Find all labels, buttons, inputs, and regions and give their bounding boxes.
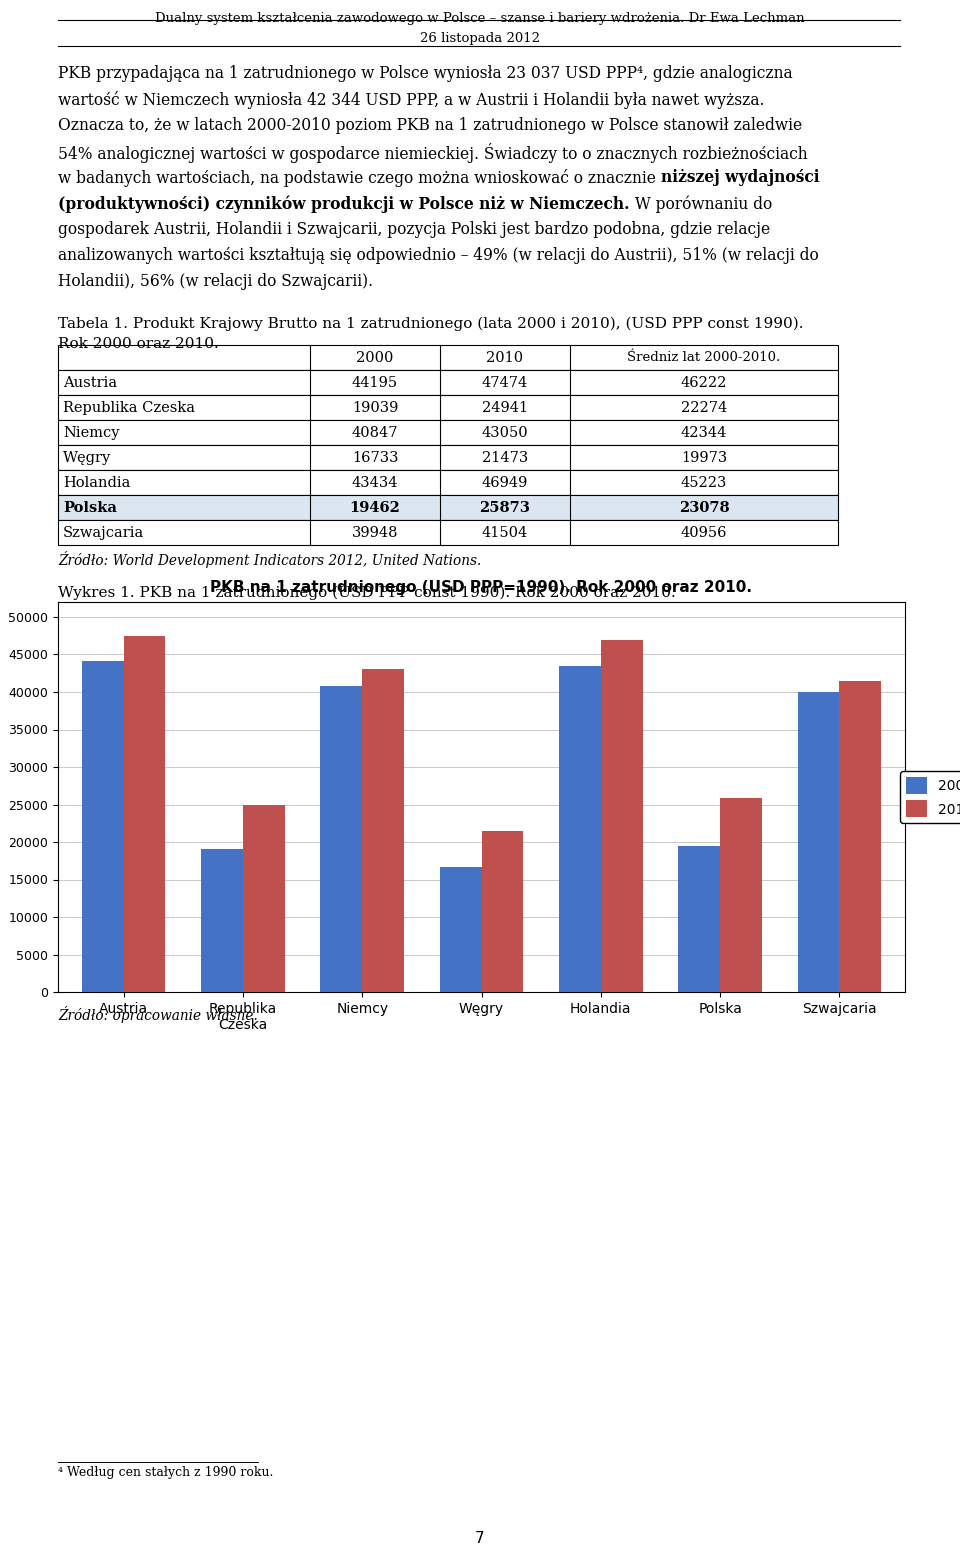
Legend: 2000, 2010: 2000, 2010	[900, 772, 960, 823]
Text: 16733: 16733	[351, 451, 398, 465]
Text: 40956: 40956	[681, 525, 728, 539]
Text: Szwajcaria: Szwajcaria	[63, 525, 144, 539]
Bar	[82, 661, 124, 992]
Text: Tabela 1. Produkt Krajowy Brutto na 1 zatrudnionego (lata 2000 i 2010), (USD PPP: Tabela 1. Produkt Krajowy Brutto na 1 za…	[58, 316, 804, 332]
Bar	[202, 850, 243, 992]
Text: (produktywności) czynników produkcji w Polsce niż w Niemczech.: (produktywności) czynników produkcji w P…	[58, 195, 630, 212]
Text: Polska: Polska	[63, 500, 117, 514]
Bar	[720, 798, 762, 992]
Bar	[559, 666, 601, 992]
Text: 26 listopada 2012: 26 listopada 2012	[420, 33, 540, 45]
Bar	[58, 496, 838, 521]
Bar	[440, 867, 482, 992]
Text: 2000: 2000	[356, 351, 394, 365]
Text: 39948: 39948	[351, 525, 398, 539]
Text: 46949: 46949	[482, 475, 528, 490]
Text: 43434: 43434	[351, 475, 398, 490]
Text: Holandia: Holandia	[63, 475, 131, 490]
Bar	[58, 419, 838, 444]
Bar	[362, 669, 404, 992]
Text: 2010: 2010	[487, 351, 523, 365]
Bar	[601, 639, 642, 992]
Text: wartość w Niemczech wyniosła 42 344 USD PPP, a w Austrii i Holandii była nawet w: wartość w Niemczech wyniosła 42 344 USD …	[58, 90, 764, 109]
Text: 45223: 45223	[681, 475, 727, 490]
Text: 21473: 21473	[482, 451, 528, 465]
Text: 7: 7	[475, 1531, 485, 1547]
Text: 19462: 19462	[349, 500, 400, 514]
Bar	[321, 686, 362, 992]
Bar	[243, 804, 285, 992]
Text: Źródło: World Development Indicators 2012, United Nations.: Źródło: World Development Indicators 201…	[58, 550, 481, 567]
Text: niższej wydajności: niższej wydajności	[660, 168, 820, 186]
Bar	[58, 444, 838, 469]
Y-axis label: USD PPP: USD PPP	[0, 767, 3, 826]
Text: Oznacza to, że w latach 2000-2010 poziom PKB na 1 zatrudnionego w Polsce stanowi: Oznacza to, że w latach 2000-2010 poziom…	[58, 117, 803, 134]
Text: Węgry: Węgry	[63, 451, 111, 465]
Text: 19973: 19973	[681, 451, 727, 465]
Text: Rok 2000 oraz 2010.: Rok 2000 oraz 2010.	[58, 337, 219, 351]
Text: w badanych wartościach, na podstawie czego można wnioskować o znacznie: w badanych wartościach, na podstawie cze…	[58, 168, 660, 187]
Text: Średniz lat 2000-2010.: Średniz lat 2000-2010.	[628, 351, 780, 363]
Text: 23078: 23078	[679, 500, 730, 514]
Text: 24941: 24941	[482, 401, 528, 415]
Bar	[124, 636, 165, 992]
Bar	[798, 692, 839, 992]
Text: 40847: 40847	[351, 426, 398, 440]
Text: 42344: 42344	[681, 426, 727, 440]
Text: Niemcy: Niemcy	[63, 426, 119, 440]
Text: PKB przypadająca na 1 zatrudnionego w Polsce wyniosła 23 037 USD PPP⁴, gdzie ana: PKB przypadająca na 1 zatrudnionego w Po…	[58, 65, 793, 83]
Text: 54% analogicznej wartości w gospodarce niemieckiej. Świadczy to o znacznych rozb: 54% analogicznej wartości w gospodarce n…	[58, 143, 807, 164]
Text: Republika Czeska: Republika Czeska	[63, 401, 195, 415]
Bar	[58, 469, 838, 496]
Text: Dualny system kształcenia zawodowego w Polsce – szanse i bariery wdrożenia. Dr E: Dualny system kształcenia zawodowego w P…	[156, 12, 804, 25]
Bar	[679, 847, 720, 992]
Text: ⁴ Według cen stałych z 1990 roku.: ⁴ Według cen stałych z 1990 roku.	[58, 1465, 274, 1479]
Text: 46222: 46222	[681, 376, 727, 390]
Text: gospodarek Austrii, Holandii i Szwajcarii, pozycja Polski jest bardzo podobna, g: gospodarek Austrii, Holandii i Szwajcari…	[58, 221, 770, 239]
Text: analizowanych wartości kształtują się odpowiednio – 49% (w relacji do Austrii), : analizowanych wartości kształtują się od…	[58, 246, 819, 263]
Bar	[58, 369, 838, 394]
Text: Źródło: opracowanie własne.: Źródło: opracowanie własne.	[58, 1006, 258, 1023]
Bar	[482, 831, 523, 992]
Bar	[58, 394, 838, 419]
Bar	[839, 681, 881, 992]
Text: Holandii), 56% (w relacji do Szwajcarii).: Holandii), 56% (w relacji do Szwajcarii)…	[58, 273, 373, 290]
Text: Austria: Austria	[63, 376, 117, 390]
Text: 44195: 44195	[352, 376, 398, 390]
Bar	[58, 521, 838, 546]
Text: 19039: 19039	[351, 401, 398, 415]
Text: Wykres 1. PKB na 1 zatrudnionego (USD PPP const 1990). Rok 2000 oraz 2010.: Wykres 1. PKB na 1 zatrudnionego (USD PP…	[58, 586, 676, 600]
Text: W porównaniu do: W porównaniu do	[630, 195, 772, 212]
Text: 47474: 47474	[482, 376, 528, 390]
Text: 43050: 43050	[482, 426, 528, 440]
Text: 41504: 41504	[482, 525, 528, 539]
Bar	[58, 345, 838, 369]
Text: 25873: 25873	[480, 500, 531, 514]
Text: 22274: 22274	[681, 401, 727, 415]
Title: PKB na 1 zatrudnionego (USD PPP=1990). Rok 2000 oraz 2010.: PKB na 1 zatrudnionego (USD PPP=1990). R…	[210, 580, 753, 596]
